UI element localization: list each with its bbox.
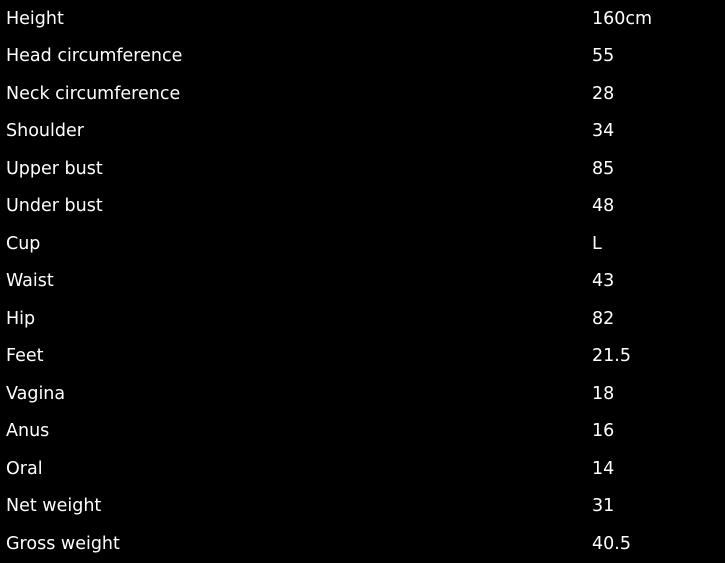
spec-value: 16 [592, 421, 615, 442]
spec-row: Oral 14 [0, 450, 725, 488]
spec-value: 14 [592, 458, 615, 479]
spec-label: Hip [6, 308, 36, 329]
spec-label: Head circumference [6, 46, 183, 67]
spec-label: Shoulder [6, 121, 84, 142]
spec-value: 55 [592, 46, 615, 67]
spec-row: Hip 82 [0, 300, 725, 338]
spec-label: Cup [6, 233, 41, 254]
spec-row: Vagina 18 [0, 375, 725, 413]
spec-value: 34 [592, 121, 615, 142]
spec-value: 18 [592, 383, 615, 404]
spec-row: Gross weight 40.5 [0, 525, 725, 563]
spec-value: 160cm [592, 8, 653, 29]
spec-label: Anus [6, 421, 50, 442]
spec-value: 40.5 [592, 533, 631, 554]
spec-label: Feet [6, 346, 44, 367]
spec-row: Anus 16 [0, 413, 725, 451]
spec-value: 43 [592, 271, 615, 292]
spec-row: Height 160cm [0, 0, 725, 38]
spec-row: Cup L [0, 225, 725, 263]
spec-label: Vagina [6, 383, 66, 404]
spec-row: Under bust 48 [0, 188, 725, 226]
spec-value: L [592, 233, 602, 254]
spec-value: 31 [592, 496, 615, 517]
spec-value: 82 [592, 308, 615, 329]
spec-label: Gross weight [6, 533, 120, 554]
spec-row: Shoulder 34 [0, 113, 725, 151]
spec-label: Oral [6, 458, 43, 479]
spec-label: Waist [6, 271, 54, 292]
spec-row: Net weight 31 [0, 488, 725, 526]
spec-row: Head circumference 55 [0, 38, 725, 76]
spec-row: Upper bust 85 [0, 150, 725, 188]
spec-label: Upper bust [6, 158, 103, 179]
spec-label: Under bust [6, 196, 103, 217]
spec-label: Height [6, 8, 64, 29]
spec-value: 85 [592, 158, 615, 179]
spec-row: Neck circumference 28 [0, 75, 725, 113]
spec-label: Neck circumference [6, 83, 181, 104]
spec-value: 28 [592, 83, 615, 104]
spec-value: 21.5 [592, 346, 631, 367]
spec-row: Waist 43 [0, 263, 725, 301]
spec-label: Net weight [6, 496, 102, 517]
spec-row: Feet 21.5 [0, 338, 725, 376]
spec-value: 48 [592, 196, 615, 217]
